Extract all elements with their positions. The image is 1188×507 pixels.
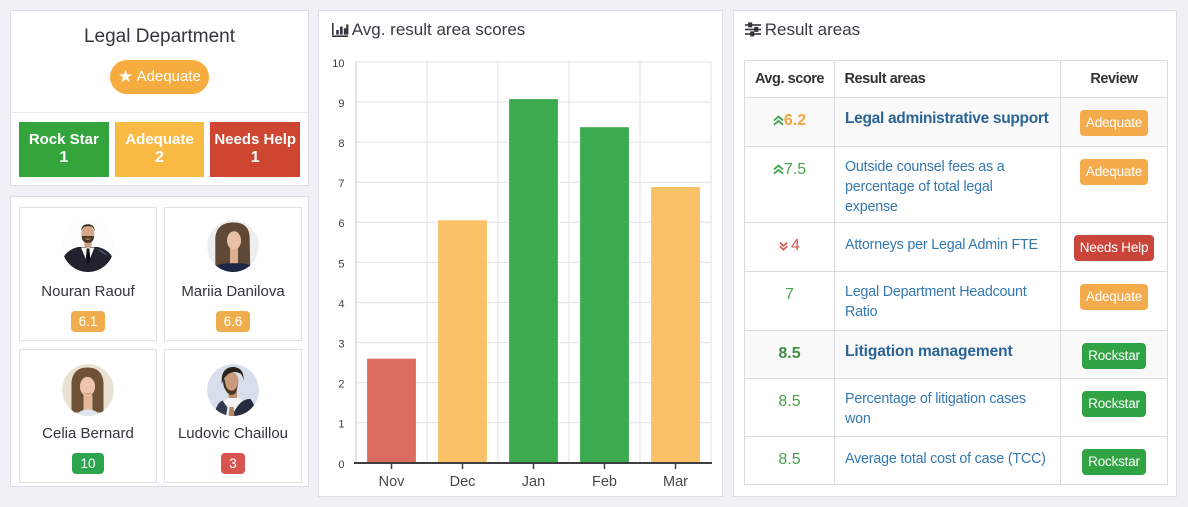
svg-text:10: 10 [332,58,344,70]
svg-text:4: 4 [338,298,344,310]
svg-text:Feb: Feb [592,474,617,490]
svg-text:6: 6 [338,218,344,230]
svg-text:Mar: Mar [663,474,688,490]
svg-text:0: 0 [338,459,344,471]
svg-text:Nov: Nov [379,474,406,490]
svg-text:1: 1 [338,419,344,431]
svg-text:Jan: Jan [522,474,545,490]
svg-text:Dec: Dec [450,474,476,490]
svg-text:2: 2 [338,379,344,391]
svg-text:5: 5 [338,258,344,270]
svg-text:3: 3 [338,339,344,351]
svg-text:9: 9 [338,98,344,110]
svg-text:8: 8 [338,138,344,150]
svg-text:7: 7 [338,178,344,190]
